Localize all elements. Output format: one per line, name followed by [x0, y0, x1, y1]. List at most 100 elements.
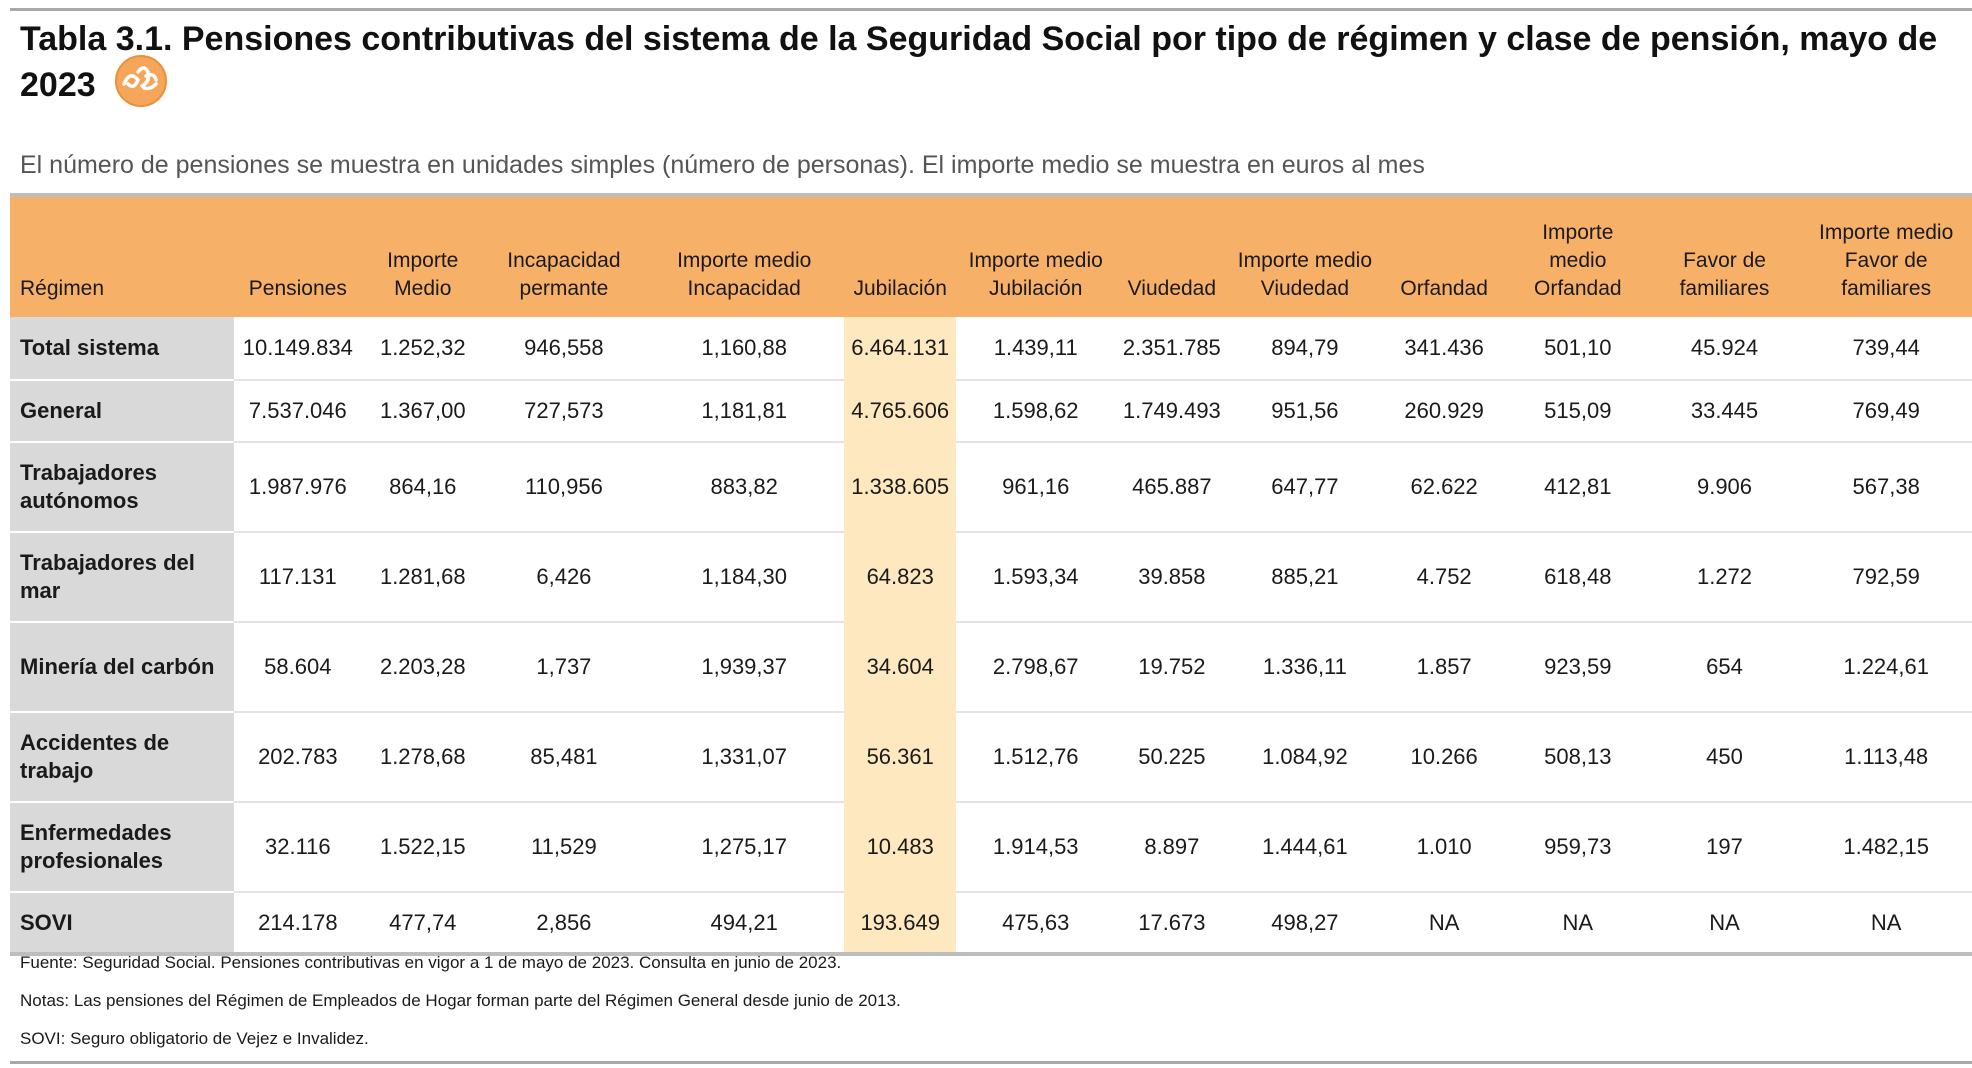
table-title-text: Tabla 3.1. Pensiones contributivas del s… [20, 20, 1938, 104]
sovi-note: SOVI: Seguro obligatorio de Vejez e Inva… [20, 1029, 369, 1048]
cell: 1.482,15 [1800, 802, 1972, 893]
cell: 1.593,34 [956, 532, 1116, 623]
cell: 739,44 [1800, 317, 1972, 381]
table-row: General 7.537.046 1.367,00 727,573 1,181… [10, 380, 1972, 443]
cell: 498,27 [1271, 909, 1339, 935]
table-row: Minería del carbón 58.604 2.203,28 1,737… [10, 622, 1972, 713]
table-notes: Fuente: Seguridad Social. Pensiones cont… [20, 952, 901, 1066]
cell: 56.361 [844, 712, 957, 803]
cell: 864,16 [361, 442, 484, 533]
cell: 6,426 [483, 532, 645, 623]
cell: 885,21 [1228, 532, 1382, 623]
table-row: Enfermedades profesionales 32.116 1.522,… [10, 802, 1972, 893]
cell: 6.464.131 [844, 317, 957, 381]
table-subtitle: El número de pensiones se muestra en uni… [20, 151, 1425, 179]
cell: 260.929 [1381, 380, 1507, 443]
cell: 1.512,76 [956, 712, 1116, 803]
cell: 7.537.046 [233, 380, 362, 443]
cell: 1,184,30 [644, 532, 845, 623]
cell: 1.987.976 [233, 442, 362, 533]
cell: 647,77 [1228, 442, 1382, 533]
cell: 951,56 [1228, 380, 1382, 443]
cell: 1.252,32 [361, 317, 484, 381]
table-title: Tabla 3.1. Pensiones contributivas del s… [20, 18, 1960, 114]
cell: 412,81 [1506, 442, 1649, 533]
cell: 923,59 [1506, 622, 1649, 713]
cell: 19.752 [1115, 622, 1229, 713]
cell: 9.906 [1648, 442, 1801, 533]
row-label: Minería del carbón [10, 622, 234, 713]
col-header-regimen: Régimen [10, 195, 234, 317]
cell: 1,331,07 [644, 712, 845, 803]
cell: 1.281,68 [361, 532, 484, 623]
cell: 450 [1648, 712, 1801, 803]
cell: 10.149.834 [233, 317, 362, 381]
cell: 117.131 [233, 532, 362, 623]
table-row: Trabajadores autónomos 1.987.976 864,16 … [10, 442, 1972, 533]
col-header-importe-medio: Importe Medio [361, 195, 484, 317]
row-label: General [10, 380, 234, 443]
cell: 515,09 [1506, 380, 1649, 443]
cell: 1.522,15 [361, 802, 484, 893]
cell: 202.783 [233, 712, 362, 803]
cell: 4.752 [1381, 532, 1507, 623]
cell: 1,160,88 [644, 317, 845, 381]
cell: 618,48 [1506, 532, 1649, 623]
cell: 10.483 [844, 802, 957, 893]
table-row: Trabajadores del mar 117.131 1.281,68 6,… [10, 532, 1972, 623]
cell: 50.225 [1115, 712, 1229, 803]
row-label: Total sistema [10, 317, 234, 381]
cell: 2.351.785 [1115, 317, 1229, 381]
cell: 1.113,48 [1800, 712, 1972, 803]
cell: 1.439,11 [956, 317, 1116, 381]
col-header-importe-incapacidad: Importe medio Incapacidad [644, 195, 845, 317]
col-header-importe-orfandad: Importe medio Orfandad [1506, 195, 1649, 317]
cell: 961,16 [956, 442, 1116, 533]
cell: 1.010 [1381, 802, 1507, 893]
table-row: SOVI 214.178 477,74 2,856 494,21 193.649… [10, 892, 1972, 954]
cell: 1,181,81 [644, 380, 845, 443]
cell: 214.178 [258, 909, 338, 935]
cell: 2,856 [536, 909, 592, 935]
cell: 64.823 [844, 532, 957, 623]
cell: 110,956 [483, 442, 645, 533]
cell: 1.224,61 [1800, 622, 1972, 713]
cell: 1.598,62 [956, 380, 1116, 443]
bottom-rule [10, 1061, 1972, 1064]
cell: NA [1428, 909, 1460, 935]
notes-note: Notas: Las pensiones del Régimen de Empl… [20, 991, 901, 1010]
col-header-jubilacion: Jubilación [844, 195, 957, 317]
cell: NA [1709, 909, 1740, 935]
cell: 341.436 [1381, 317, 1507, 381]
cell: 58.604 [233, 622, 362, 713]
table-row: Total sistema 10.149.834 1.252,32 946,55… [10, 317, 1972, 381]
cell: 17.673 [1138, 909, 1206, 935]
cell: NA [1562, 909, 1594, 935]
cell: 567,38 [1800, 442, 1972, 533]
cell: 1.272 [1648, 532, 1801, 623]
cell: 2.798,67 [956, 622, 1116, 713]
row-label: Accidentes de trabajo [10, 712, 234, 803]
cell: 792,59 [1800, 532, 1972, 623]
cell: 1.084,92 [1228, 712, 1382, 803]
cell: 894,79 [1228, 317, 1382, 381]
cell: 475,63 [1002, 909, 1070, 935]
cell: 477,74 [389, 909, 457, 935]
cell: 2.203,28 [361, 622, 484, 713]
cell: 769,49 [1800, 380, 1972, 443]
cell: 34.604 [844, 622, 957, 713]
cell: 85,481 [483, 712, 645, 803]
col-header-importe-favor: Importe medio Favor de familiares [1800, 195, 1972, 317]
cell: 727,573 [483, 380, 645, 443]
top-rule [10, 8, 1972, 11]
col-header-importe-jubilacion: Importe medio Jubilación [956, 195, 1116, 317]
cell: 1.857 [1381, 622, 1507, 713]
table-row: Accidentes de trabajo 202.783 1.278,68 8… [10, 712, 1972, 803]
cell: 10.266 [1381, 712, 1507, 803]
col-header-importe-viudedad: Importe medio Viudedad [1228, 195, 1382, 317]
cell: 1.278,68 [361, 712, 484, 803]
col-header-viudedad: Viudedad [1115, 195, 1229, 317]
cell: 1,939,37 [644, 622, 845, 713]
cell: 1.444,61 [1228, 802, 1382, 893]
row-label: SOVI [10, 892, 234, 954]
